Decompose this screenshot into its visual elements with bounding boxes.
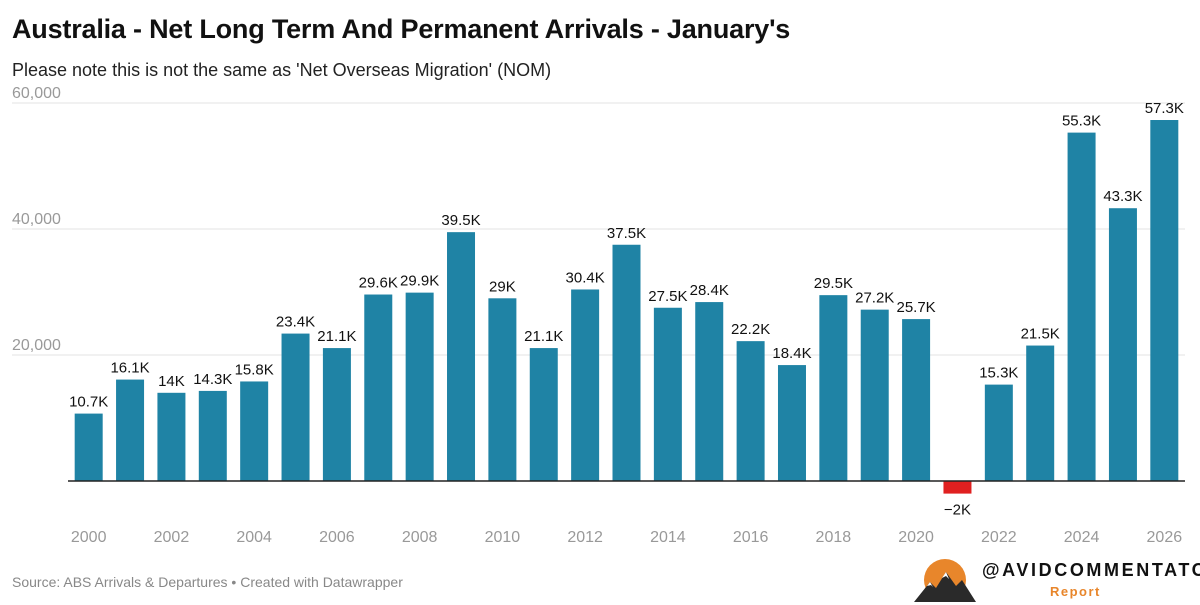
value-label-2007: 29.6K — [359, 275, 398, 292]
x-tick-label: 2008 — [402, 529, 438, 546]
chart-subtitle: Please note this is not the same as 'Net… — [12, 60, 552, 80]
bar-2026 — [1150, 120, 1179, 481]
x-tick-label: 2010 — [485, 529, 521, 546]
value-label-2024: 55.3K — [1062, 113, 1101, 130]
value-label-2014: 27.5K — [648, 288, 687, 305]
bar-2022 — [984, 384, 1013, 481]
brand-subtitle: Report — [1050, 584, 1101, 599]
bar-2019 — [860, 309, 889, 481]
value-label-2026: 57.3K — [1145, 100, 1184, 117]
bar-2014 — [653, 307, 682, 481]
value-label-2017: 18.4K — [772, 345, 811, 362]
bar-2021 — [943, 481, 972, 494]
value-label-2001: 16.1K — [110, 360, 149, 377]
bar-2017 — [777, 365, 806, 481]
y-axis-ticks: 20,000 40,000 60,000 — [12, 85, 61, 354]
x-tick-label: 2026 — [1147, 529, 1183, 546]
value-label-2022: 15.3K — [979, 365, 1018, 382]
value-label-2020: 25.7K — [896, 299, 935, 316]
value-label-2018: 29.5K — [814, 275, 853, 292]
bar-2006 — [322, 348, 351, 481]
bar-2005 — [281, 333, 310, 481]
mountain-sun-logo-icon — [914, 559, 976, 602]
bar-2001 — [116, 379, 145, 481]
bar-2003 — [198, 390, 227, 481]
x-tick-label: 2002 — [154, 529, 190, 546]
bar-2013 — [612, 244, 641, 481]
value-label-2023: 21.5K — [1021, 326, 1060, 343]
bars — [74, 120, 1179, 494]
bar-2012 — [571, 289, 600, 481]
bar-2016 — [736, 341, 765, 481]
value-label-2010: 29K — [489, 278, 516, 295]
brand-handle: @AVIDCOMMENTATOR — [982, 560, 1200, 580]
value-label-2021: −2K — [944, 502, 971, 519]
value-label-2025: 43.3K — [1103, 188, 1142, 205]
bar-2025 — [1108, 208, 1137, 481]
value-label-2004: 15.8K — [235, 361, 274, 378]
x-tick-label: 2022 — [981, 529, 1017, 546]
bar-2024 — [1067, 132, 1096, 482]
bar-2009 — [447, 232, 476, 481]
y-tick-label: 60,000 — [12, 85, 61, 102]
bar-2020 — [902, 319, 931, 481]
bar-2018 — [819, 295, 848, 481]
value-label-2008: 29.9K — [400, 273, 439, 290]
value-label-2005: 23.4K — [276, 314, 315, 331]
x-tick-label: 2004 — [236, 529, 272, 546]
value-label-2002: 14K — [158, 373, 185, 390]
value-label-2006: 21.1K — [317, 328, 356, 345]
value-label-2013: 37.5K — [607, 225, 646, 242]
x-tick-label: 2014 — [650, 529, 686, 546]
bar-2023 — [1026, 345, 1055, 481]
y-tick-label: 20,000 — [12, 337, 61, 354]
value-label-2000: 10.7K — [69, 394, 108, 411]
value-label-2015: 28.4K — [690, 282, 729, 299]
bar-2004 — [240, 381, 269, 481]
x-tick-label: 2016 — [733, 529, 769, 546]
value-label-2012: 30.4K — [566, 269, 605, 286]
bar-2010 — [488, 298, 517, 481]
bar-2002 — [157, 392, 186, 481]
x-tick-label: 2012 — [567, 529, 603, 546]
value-label-2016: 22.2K — [731, 321, 770, 338]
x-tick-label: 2018 — [816, 529, 852, 546]
x-tick-label: 2020 — [898, 529, 934, 546]
value-label-2009: 39.5K — [441, 212, 480, 229]
chart-title: Australia - Net Long Term And Permanent … — [12, 14, 791, 44]
y-tick-label: 40,000 — [12, 211, 61, 228]
bar-2008 — [405, 292, 434, 481]
source-note: Source: ABS Arrivals & Departures • Crea… — [12, 574, 403, 590]
bar-2011 — [529, 348, 558, 481]
bar-2000 — [74, 413, 103, 481]
bar-2015 — [695, 302, 724, 481]
value-label-2011: 21.1K — [524, 328, 563, 345]
x-axis-ticks: 2000 2002 2004 2006 2008 2010 2012 2014 2016 2018… — [71, 529, 1182, 546]
value-label-2019: 27.2K — [855, 290, 894, 307]
x-tick-label: 2000 — [71, 529, 107, 546]
x-tick-label: 2006 — [319, 529, 355, 546]
bar-2007 — [364, 294, 393, 481]
x-tick-label: 2024 — [1064, 529, 1100, 546]
value-label-2003: 14.3K — [193, 371, 232, 388]
